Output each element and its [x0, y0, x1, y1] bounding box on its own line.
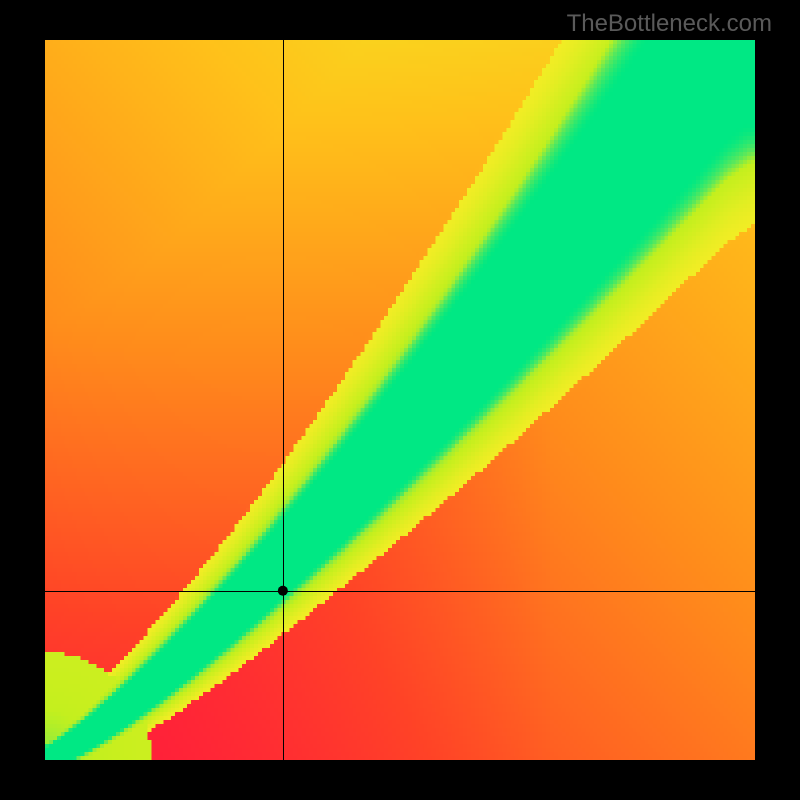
watermark-text: TheBottleneck.com [567, 10, 772, 38]
crosshair-overlay [45, 40, 755, 760]
